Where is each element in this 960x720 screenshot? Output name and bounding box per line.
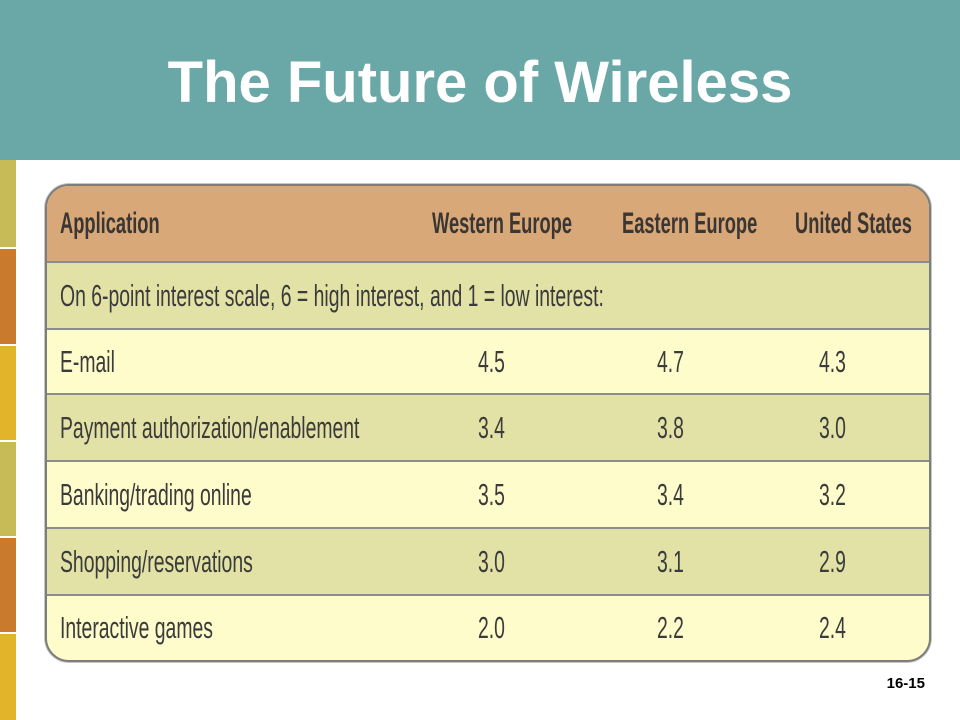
western-europe-score: 4.5 (478, 343, 505, 379)
side-strip-block (0, 442, 16, 536)
united-states-score: 4.3 (819, 343, 846, 379)
slide-number: 16-15 (886, 675, 925, 692)
slide-title: The Future of Wireless (167, 50, 793, 115)
side-accent-strip (0, 160, 16, 720)
side-strip-block (0, 538, 16, 632)
column-header-united-states: United States (795, 206, 912, 240)
column-header-eastern-europe: Eastern Europe (622, 206, 758, 240)
scale-note-row: On 6-point interest scale, 6 = high inte… (47, 261, 929, 328)
eastern-europe-score: 4.7 (657, 343, 684, 379)
application-label: E-mail (60, 343, 115, 379)
united-states-score: 3.0 (819, 409, 846, 445)
table-row: Banking/trading online 3.5 3.4 3.2 (47, 460, 929, 527)
side-strip-block (0, 160, 16, 247)
eastern-europe-score: 2.2 (657, 610, 684, 646)
western-europe-score: 3.4 (478, 409, 505, 445)
scale-note: On 6-point interest scale, 6 = high inte… (60, 277, 604, 313)
western-europe-score: 3.0 (478, 543, 505, 579)
table-row: Payment authorization/enablement 3.4 3.8… (47, 393, 929, 460)
table-row: E-mail 4.5 4.7 4.3 (47, 328, 929, 393)
united-states-score: 2.9 (819, 543, 846, 579)
united-states-score: 3.2 (819, 476, 846, 512)
table-header-row: Application Western Europe Eastern Europ… (47, 186, 929, 261)
table-row: Interactive games 2.0 2.2 2.4 (47, 594, 929, 660)
united-states-score: 2.4 (819, 610, 846, 646)
application-label: Payment authorization/enablement (60, 409, 360, 445)
eastern-europe-score: 3.8 (657, 409, 684, 445)
table-row: Shopping/reservations 3.0 3.1 2.9 (47, 527, 929, 594)
application-label: Shopping/reservations (60, 543, 253, 579)
application-label: Banking/trading online (60, 476, 252, 512)
side-strip-block (0, 346, 16, 440)
wireless-interest-table: Application Western Europe Eastern Europ… (45, 184, 931, 662)
eastern-europe-score: 3.1 (657, 543, 684, 579)
column-header-western-europe: Western Europe (432, 206, 572, 240)
side-strip-block (0, 634, 16, 720)
column-header-application: Application (60, 206, 160, 240)
western-europe-score: 2.0 (478, 610, 505, 646)
eastern-europe-score: 3.4 (657, 476, 684, 512)
title-band: The Future of Wireless (0, 0, 960, 160)
western-europe-score: 3.5 (478, 476, 505, 512)
application-label: Interactive games (60, 610, 213, 646)
side-strip-block (0, 249, 16, 344)
